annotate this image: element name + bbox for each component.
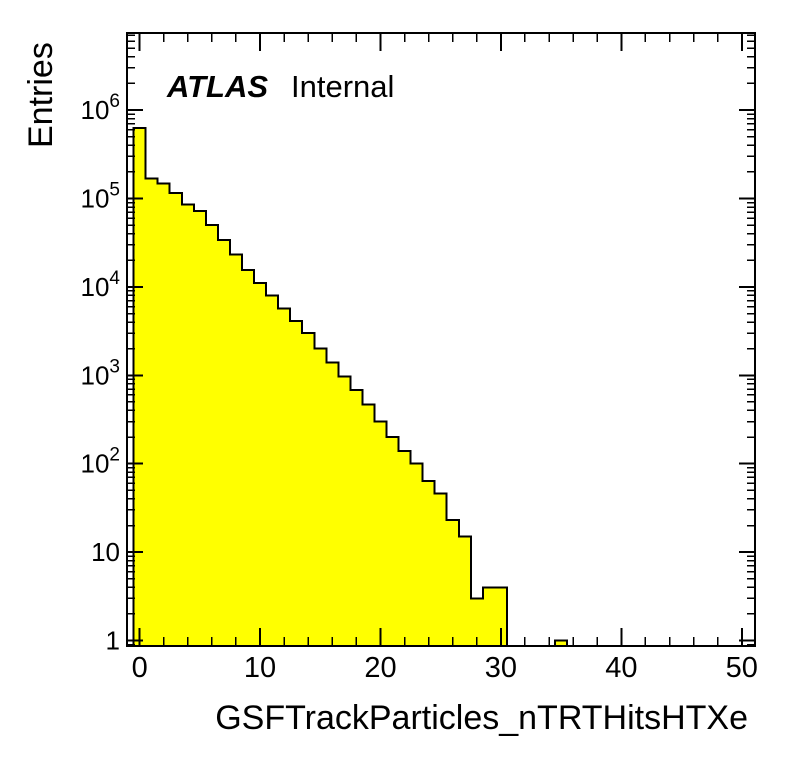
x-tick-label-40: 40 [605,652,637,684]
y-tick-label-1: 1 [106,626,120,656]
x-tick-label-0: 0 [132,652,148,684]
y-tick-label-10^4: 104 [81,268,121,302]
x-tick-label-30: 30 [485,652,517,684]
plot-dynamic-layer: 0 10 20 30 40 50 1 10 102 103 104 105 106 [81,32,758,684]
atlas-label: ATLAS Internal [166,69,394,104]
histogram-bars [132,126,748,647]
plot-frame [126,32,756,647]
x-tick-label-50: 50 [726,652,758,684]
y-tick-label-10^2: 102 [81,445,121,479]
x-axis-title: GSFTrackParticles_nTRTHitsHTXe [215,699,748,737]
y-tick-label-10^3: 103 [81,356,121,390]
atlas-brand-text: ATLAS [166,69,268,104]
y-tick-label-10^5: 105 [81,180,121,214]
y-tick-label-10^6: 106 [81,91,121,125]
x-tick-label-20: 20 [364,652,396,684]
y-tick-label-10: 10 [91,537,120,567]
atlas-status-text: Internal [291,69,394,104]
y-axis-title: Entries [22,42,60,148]
x-tick-label-10: 10 [244,652,276,684]
